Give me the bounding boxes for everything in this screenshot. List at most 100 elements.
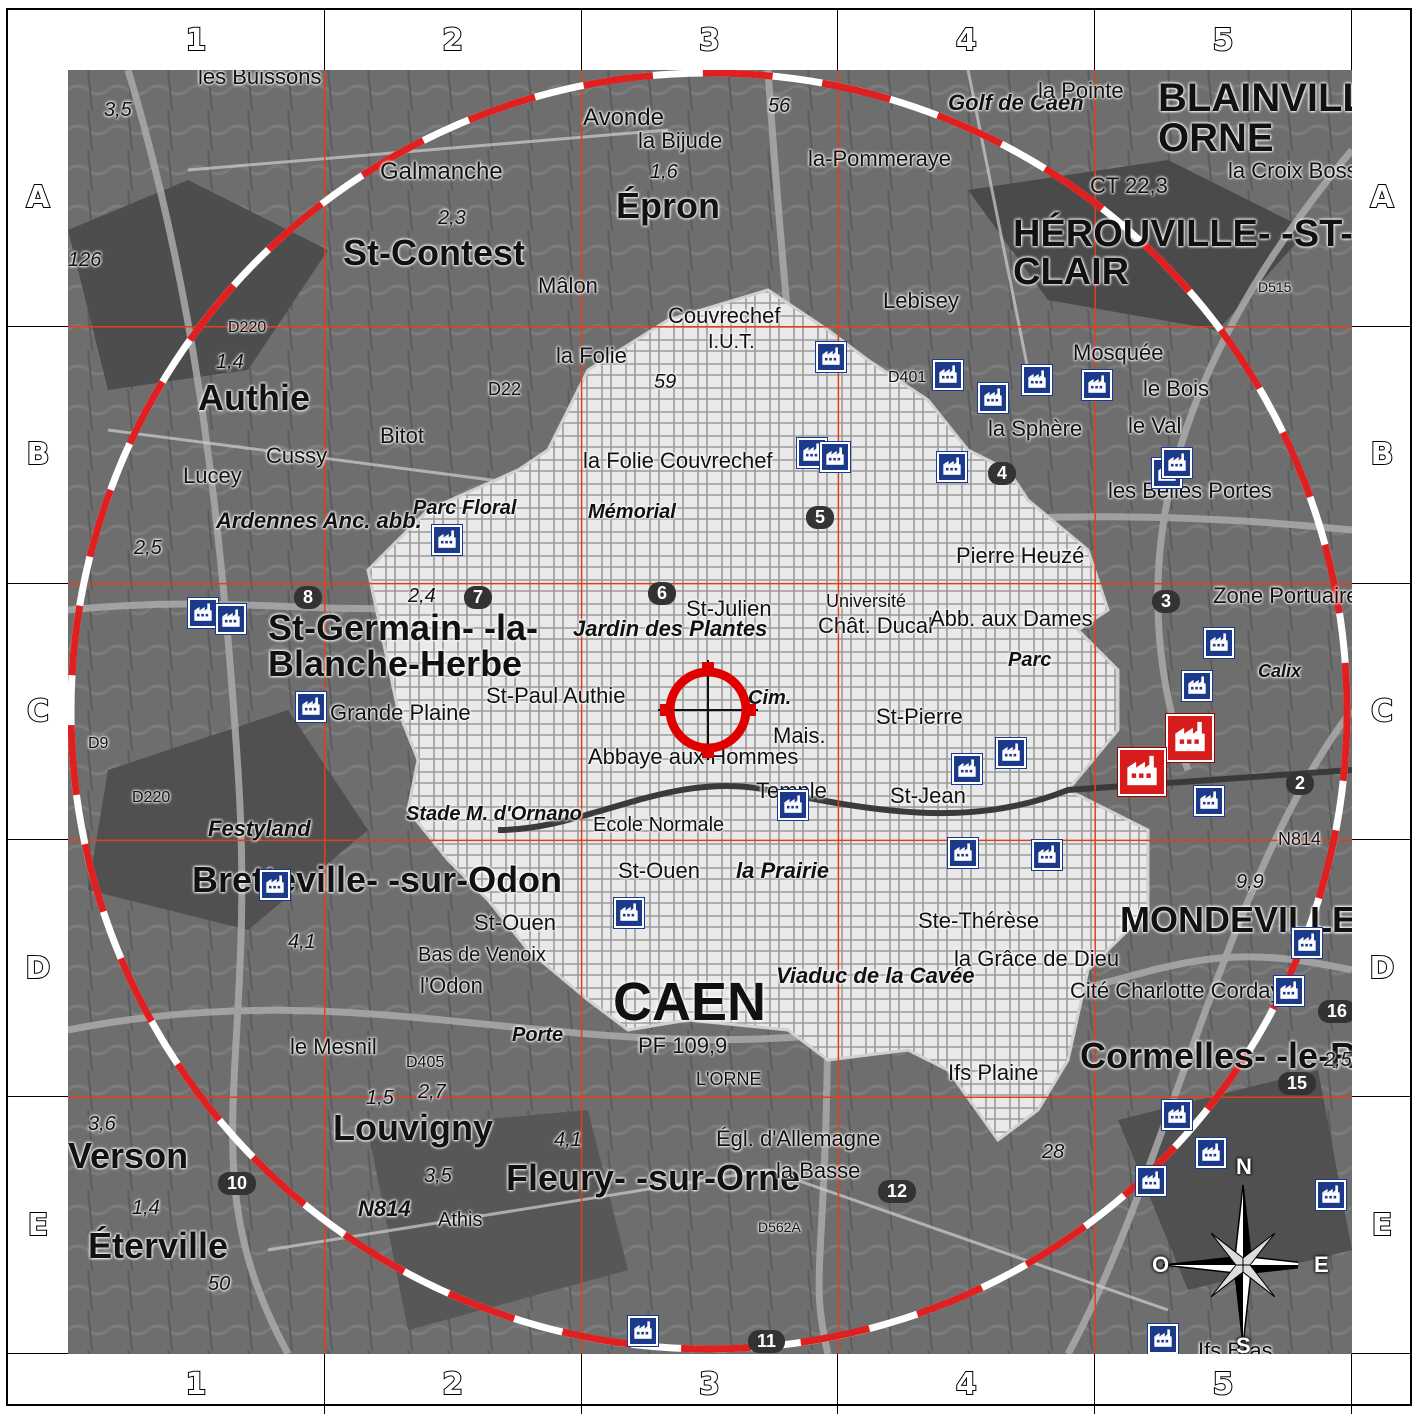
factory-icon[interactable] bbox=[952, 754, 982, 784]
map-area[interactable]: les Buissons Galmanche St-Contest Mâlon Avon… bbox=[68, 70, 1352, 1354]
factory-icon[interactable] bbox=[1316, 1180, 1346, 1210]
place-label-mosquee: Mosquée bbox=[1073, 340, 1164, 365]
factory-icon[interactable] bbox=[1022, 365, 1052, 395]
factory-icon[interactable] bbox=[1196, 1138, 1226, 1168]
right-label-C: C bbox=[1352, 584, 1412, 841]
factory-icon[interactable] bbox=[1162, 448, 1192, 478]
factory-icon[interactable] bbox=[978, 383, 1008, 413]
top-label-5: 5 bbox=[1095, 10, 1352, 70]
place-label-couvrechef: Couvrechef bbox=[668, 303, 781, 328]
elevation-label: 1,6 bbox=[650, 161, 678, 183]
road-label-n814: N814 bbox=[358, 1196, 411, 1221]
place-label-fleury: Fleury- -sur-Orne bbox=[506, 1157, 801, 1198]
factory-icon[interactable] bbox=[948, 838, 978, 868]
elevation-label: 59 bbox=[654, 371, 677, 393]
place-label-festyland: Festyland bbox=[208, 816, 311, 841]
elevation-label: 4,1 bbox=[288, 931, 316, 953]
place-label-chat-ducal: Chât. Ducal bbox=[818, 613, 933, 638]
factory-icon[interactable] bbox=[628, 1316, 658, 1346]
road-label-d9: D9 bbox=[88, 735, 109, 752]
elevation-label: 3,5 bbox=[424, 1165, 452, 1187]
place-label-mais: Mais. bbox=[773, 723, 826, 748]
compass-rose-icon bbox=[1162, 1184, 1324, 1346]
factory-icon[interactable] bbox=[1194, 786, 1224, 816]
factory-icon[interactable] bbox=[1136, 1166, 1166, 1196]
factory-icon[interactable] bbox=[937, 452, 967, 482]
place-label-memorial: Mémorial bbox=[588, 501, 676, 523]
exit-badge-e5: 5 bbox=[806, 506, 835, 529]
place-label-ardennes: Ardennes Anc. abb. bbox=[216, 508, 422, 533]
factory-icon[interactable] bbox=[1182, 671, 1212, 701]
place-label-herouville: HÉROUVILLE- -ST-CLAIR bbox=[1013, 213, 1352, 293]
elevation-label: 2,4 bbox=[408, 585, 436, 607]
factory-icon[interactable] bbox=[1032, 840, 1062, 870]
bottom-label-4: 4 bbox=[838, 1354, 1096, 1414]
place-label-louvigny: Louvigny bbox=[333, 1107, 493, 1148]
factory-icon[interactable] bbox=[816, 342, 846, 372]
road-label-d22: D22 bbox=[488, 379, 522, 399]
factory-icon[interactable] bbox=[1274, 976, 1304, 1006]
road-label-d401: D401 bbox=[888, 369, 927, 386]
place-label-la-bijude: la Bijude bbox=[638, 128, 723, 153]
elevation-label: 50 bbox=[208, 1273, 231, 1295]
factory-icon[interactable] bbox=[933, 360, 963, 390]
elevation-label: 2,7 bbox=[418, 1081, 446, 1103]
crosshair-target-icon[interactable] bbox=[658, 660, 758, 760]
exit-badge-e8: 8 bbox=[294, 586, 323, 609]
exit-badge-e6: 6 bbox=[648, 582, 677, 605]
elevation-label: 3,5 bbox=[104, 99, 132, 121]
place-label-calix: Calix bbox=[1258, 661, 1302, 681]
factory-target-icon[interactable] bbox=[1166, 714, 1214, 762]
factory-icon[interactable] bbox=[1162, 1100, 1192, 1130]
place-label-lorne: L'ORNE bbox=[696, 1069, 762, 1089]
exit-badge-e12: 12 bbox=[878, 1180, 917, 1203]
right-label-B: B bbox=[1352, 327, 1412, 584]
place-label-bas-de-venoix: Bas de Venoix bbox=[418, 944, 546, 966]
place-label-egl-allemagne: Égl. d'Allemagne bbox=[716, 1126, 881, 1151]
factory-icon[interactable] bbox=[216, 604, 246, 634]
map-base-layer bbox=[68, 70, 1352, 1354]
place-label-ifs-plaine: Ifs Plaine bbox=[948, 1060, 1039, 1085]
factory-icon[interactable] bbox=[1082, 370, 1112, 400]
right-label-D: D bbox=[1352, 840, 1412, 1098]
factory-icon[interactable] bbox=[1148, 1324, 1178, 1354]
place-label-athis: Athis bbox=[438, 1209, 483, 1231]
factory-icon[interactable] bbox=[614, 898, 644, 928]
place-label-st-ouen: St-Ouen bbox=[618, 858, 700, 883]
elevation-label: 1,5 bbox=[366, 1087, 394, 1109]
place-label-viaduc: Viaduc de la Cavée bbox=[776, 963, 975, 988]
factory-icon[interactable] bbox=[188, 598, 218, 628]
road-label-d515: D515 bbox=[1258, 279, 1292, 295]
place-label-stade: Stade M. d'Ornano bbox=[406, 803, 582, 825]
place-label-st-ouen2: St-Ouen bbox=[474, 910, 556, 935]
place-label-parc: Parc bbox=[1008, 649, 1052, 671]
place-label-la-folie: la Folie bbox=[556, 343, 627, 368]
exit-badge-e2: 2 bbox=[1286, 772, 1315, 795]
factory-icon[interactable] bbox=[260, 870, 290, 900]
factory-icon[interactable] bbox=[432, 525, 462, 555]
elevation-label: 2,3 bbox=[438, 207, 466, 229]
factory-icon[interactable] bbox=[820, 442, 850, 472]
place-label-pf: PF 109,9 bbox=[638, 1033, 728, 1058]
compass-east-label: E bbox=[1314, 1252, 1329, 1277]
factory-icon[interactable] bbox=[778, 790, 808, 820]
place-label-galmanche: Galmanche bbox=[380, 158, 503, 185]
exit-badge-e11: 11 bbox=[748, 1330, 786, 1353]
place-label-lucey: Lucey bbox=[183, 463, 242, 488]
factory-target-icon[interactable] bbox=[1118, 748, 1166, 796]
place-label-cim: Cim. bbox=[748, 687, 792, 709]
factory-icon[interactable] bbox=[996, 738, 1026, 768]
exit-badge-e16: 16 bbox=[1318, 1000, 1352, 1023]
place-label-eterville: Éterville bbox=[88, 1225, 229, 1266]
factory-icon[interactable] bbox=[296, 692, 326, 722]
place-label-zone-portuaire: Zone Portuaire bbox=[1213, 583, 1352, 608]
place-label-epron: Épron bbox=[616, 185, 720, 226]
factory-icon[interactable] bbox=[1292, 928, 1322, 958]
factory-icon[interactable] bbox=[1204, 628, 1234, 658]
place-label-pierre-heuze: Pierre Heuzé bbox=[956, 543, 1085, 568]
right-label-A: A bbox=[1352, 70, 1412, 327]
bottom-label-5: 5 bbox=[1095, 1354, 1352, 1414]
elevation-label: 1,4 bbox=[132, 1197, 160, 1219]
left-label-C: C bbox=[8, 584, 68, 841]
compass-north-label: N bbox=[1236, 1154, 1252, 1179]
